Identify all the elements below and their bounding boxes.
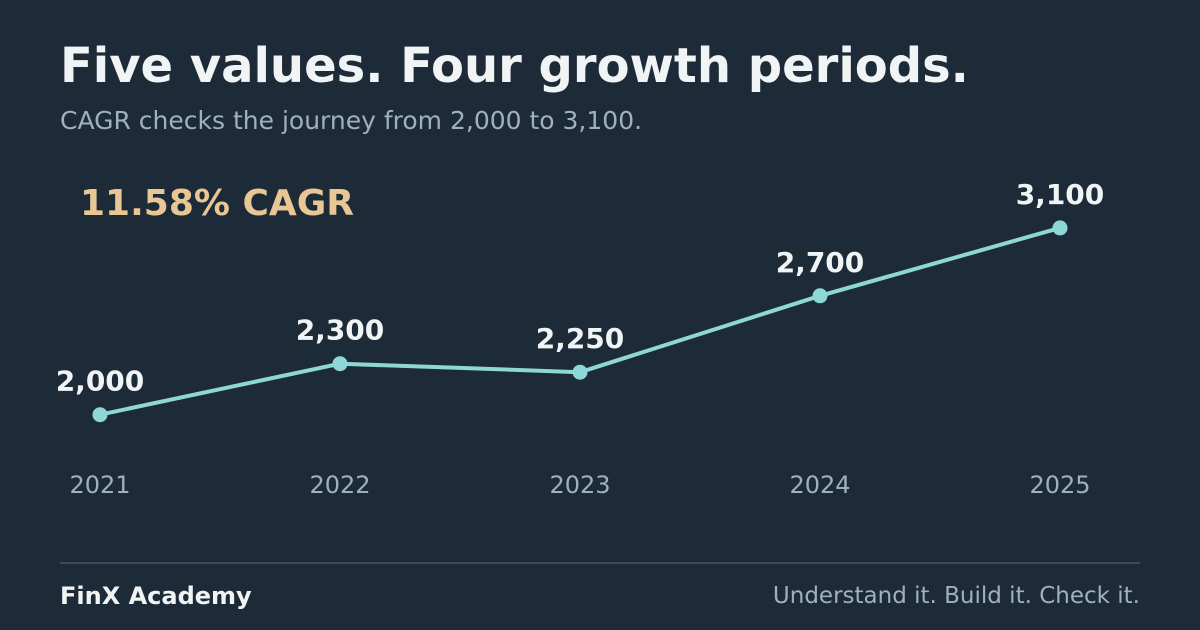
brand-name: FinX Academy (60, 582, 252, 610)
x-tick-label-2024: 2024 (789, 471, 850, 499)
x-tick-label-2021: 2021 (69, 471, 130, 499)
x-tick-label-2023: 2023 (549, 471, 610, 499)
tagline: Understand it. Build it. Check it. (772, 583, 1140, 609)
data-label-layer: 2,000 2,300 2,250 2,700 3,100 (56, 178, 1105, 398)
data-label-2022: 2,300 (296, 314, 385, 347)
data-point-2023 (572, 364, 588, 380)
x-tick-label-2022: 2022 (309, 471, 370, 499)
data-label-2021: 2,000 (56, 365, 145, 398)
x-tick-label-2025: 2025 (1029, 471, 1090, 499)
data-label-2025: 3,100 (1016, 178, 1105, 211)
x-axis-ticks: 2021 2022 2023 2024 2025 (69, 471, 1090, 499)
series-layer (92, 220, 1068, 423)
data-point-2021 (92, 407, 108, 423)
data-label-2024: 2,700 (776, 246, 865, 279)
footer-divider (60, 562, 1140, 564)
cagr-annotation: 11.58% CAGR (80, 183, 354, 224)
data-label-2023: 2,250 (536, 322, 625, 355)
data-point-2024 (812, 288, 828, 304)
page-title: Five values. Four growth periods. (60, 38, 969, 94)
data-point-2025 (1052, 220, 1068, 236)
page-subtitle: CAGR checks the journey from 2,000 to 3,… (60, 106, 643, 135)
data-point-2022 (332, 356, 348, 372)
